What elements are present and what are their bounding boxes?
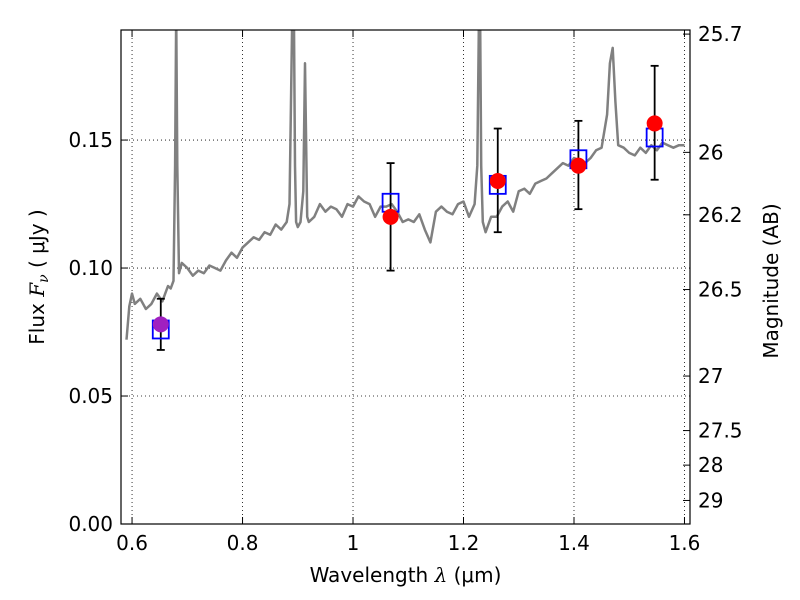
observed-point-0 [152,316,169,333]
y-axis-label-unit: ( μJy ) [25,209,49,274]
y-tick-label-0: 0.00 [68,512,113,536]
y2-tick-label-1: 26 [698,140,723,164]
y2-tick-label-0: 25.7 [698,22,743,46]
observed-point-4 [646,115,663,132]
observed-point-1 [382,208,399,225]
x-axis-label: Wavelength λ (μm) [310,563,502,587]
x-axis-label-symbol: λ [434,563,448,587]
y2-tick-label-6: 28 [698,453,723,477]
axis-ticks [121,30,690,525]
y-axis-label-symbol: F [25,282,49,298]
x-tick-label-5: 1.6 [669,531,701,555]
x-tick-label-0: 0.6 [116,531,148,555]
y2-tick-label-4: 27 [698,364,723,388]
y2-tick-label-7: 29 [698,488,723,512]
error-bars [156,64,659,351]
y2-tick-label-3: 26.5 [698,278,743,302]
y2-axis-label: Magnitude (AB) [759,203,783,358]
y-tick-label-1: 0.05 [68,384,113,408]
spectrum-line [125,30,685,340]
plot-frame [120,29,691,525]
grid-lines [121,30,690,525]
y-tick-label-2: 0.10 [68,256,113,280]
y-tick-label-3: 0.15 [68,128,113,152]
y-axis-label: Flux Fν ( μJy ) [25,209,52,344]
photometry-boxes [151,127,664,340]
y2-tick-label-5: 27.5 [698,419,743,443]
y2-tick-label-2: 26.2 [698,203,743,227]
x-tick-label-4: 1.4 [558,531,590,555]
spectrum-series [125,30,685,340]
x-tick-label-1: 0.8 [227,531,259,555]
y-axis-label-prefix: Flux [25,297,49,345]
x-tick-label-2: 1 [347,531,360,555]
x-axis-label-unit: (μm) [447,563,501,587]
tick-labels: 0.6 0.8 1 1.2 1.4 1.6 0.00 0.05 0.10 0.15 25.7 26 26… [68,22,742,555]
observed-point-3 [570,157,587,174]
x-tick-label-3: 1.2 [448,531,480,555]
y-axis-label-subscript: ν [36,274,52,283]
observed-point-2 [489,173,506,190]
observed-points [152,115,663,333]
x-axis-label-prefix: Wavelength [310,563,435,587]
